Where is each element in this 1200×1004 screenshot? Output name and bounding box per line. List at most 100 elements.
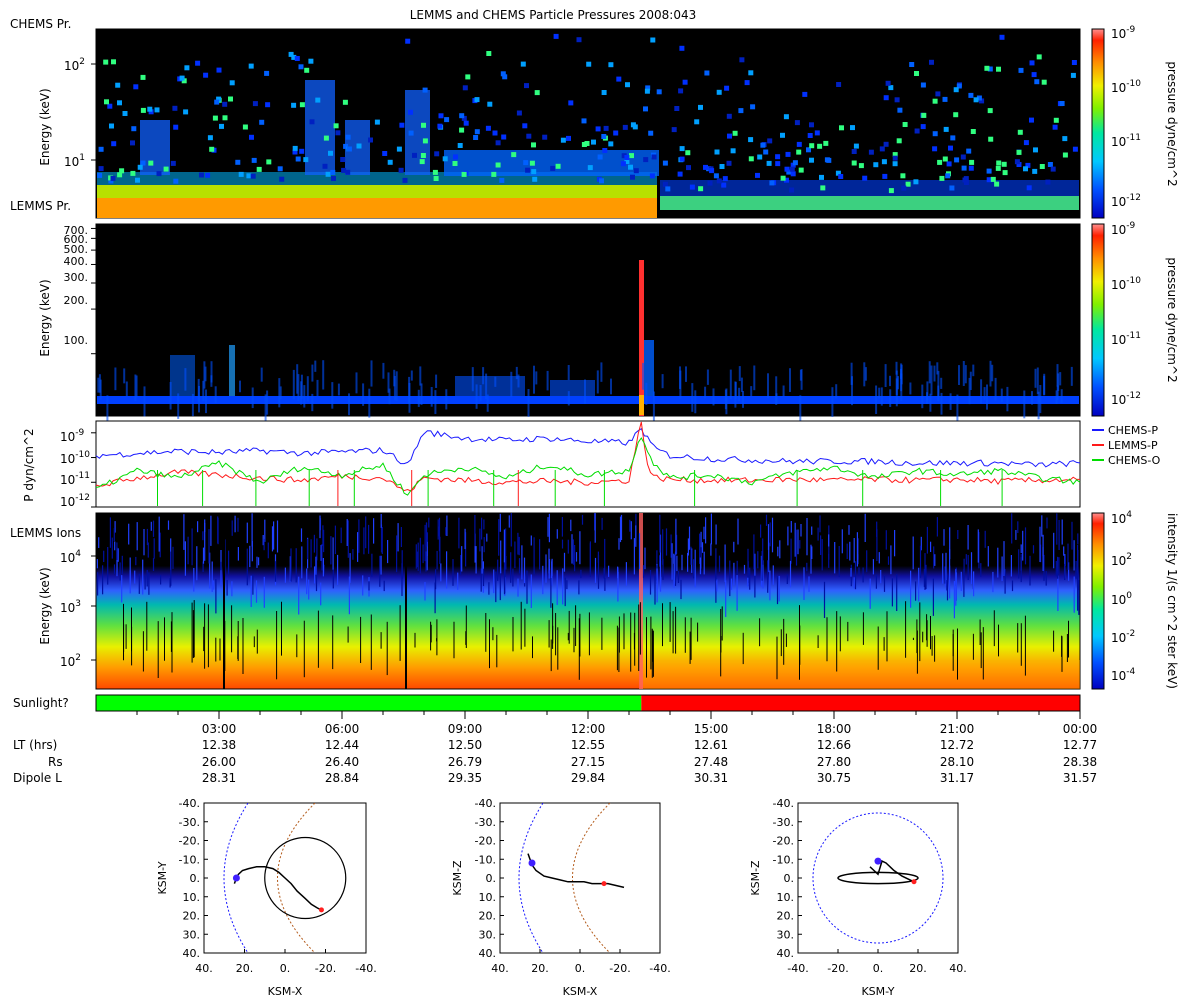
chems-speck [932, 98, 938, 104]
chems-speck [214, 99, 220, 105]
chems-speck [345, 169, 351, 175]
lemms-speck [1034, 368, 1037, 388]
lemms-speck [203, 361, 206, 389]
chems-speck [905, 181, 911, 187]
chems-speck [303, 157, 309, 163]
lemms-speck [177, 393, 180, 419]
chems-noise [97, 33, 1078, 194]
ions-ylabel: Energy (keV) [38, 567, 52, 644]
orbit-xy-axes: 40. 20. 0. -20. -40. -40. -30. -20. -10. 0. 10. 20.… [179, 797, 377, 975]
chems-speck [943, 126, 949, 132]
chems-panel-label: CHEMS Pr. [10, 17, 71, 31]
ions-cbar-tick: 104 [1111, 510, 1132, 526]
lemms-speck [1036, 367, 1039, 394]
chems-speck [835, 170, 841, 176]
chems-speck [292, 149, 298, 155]
chems-speck [823, 140, 829, 146]
chems-speck [603, 125, 609, 131]
lemms-speck [884, 364, 887, 387]
chems-speck [108, 178, 114, 184]
pressure-series [91, 421, 1081, 508]
lemms-speck [895, 378, 898, 407]
lemms-cbar-tick: 10-10 [1111, 276, 1141, 292]
lemms-speck [972, 364, 975, 377]
chems-speck [216, 96, 222, 102]
lemms-speck [535, 371, 538, 385]
chems-speck [679, 156, 685, 162]
chems-speck [809, 157, 814, 163]
chems-speck [222, 115, 228, 121]
chems-speck [1053, 117, 1059, 123]
lemms-speck [1000, 388, 1003, 403]
pressure-panel: P dyn/cm^2 10-9 10-10 10-11 10-12 CHEMS-… [22, 420, 1161, 509]
lemms-speck [546, 370, 549, 391]
chems-speck [1072, 146, 1078, 152]
chems-speck [107, 103, 113, 109]
chems-speck [130, 140, 135, 146]
ephem-value: 30.31 [694, 771, 728, 785]
chems-speck [807, 133, 813, 138]
lemms-speck [740, 377, 743, 392]
chems-speck [950, 135, 956, 141]
lemms-speck [956, 394, 959, 424]
chems-speck [1018, 67, 1024, 73]
lemms-speck [1059, 372, 1062, 386]
chems-speck [984, 65, 990, 71]
lemms-speck [114, 367, 117, 391]
chems-speck [422, 138, 428, 144]
chems-speck [584, 141, 590, 146]
chems-speck [784, 177, 789, 183]
lemms-speck [479, 385, 482, 402]
orbit-ytick-label: -20. [475, 835, 496, 848]
chems-speck [819, 174, 824, 180]
lemms-speck [355, 372, 358, 394]
chems-speck [730, 148, 736, 154]
lemms-activity-2 [550, 380, 595, 396]
chems-speck [814, 130, 820, 136]
chems-speck [111, 59, 116, 65]
time-tick-label: 00:00 [1063, 722, 1098, 736]
chems-speck [713, 173, 719, 179]
chems-speck [892, 152, 898, 158]
lemms-speck [897, 376, 899, 390]
lemms-speck [775, 376, 778, 405]
time-axis: LT (hrs) Rs Dipole L 03:00 12.38 26.00 28.3… [13, 711, 1097, 785]
lemms-speck [584, 379, 586, 404]
orbit-xy-plot: KSM-X KSM-Y 40. 20. 0. -20. -40. -40. -30. -20.… [156, 797, 377, 998]
lemms-speck [382, 362, 385, 379]
lemms-speck [921, 384, 924, 409]
lemms-activity-4 [229, 345, 235, 396]
ephem-row-label: LT (hrs) [13, 738, 57, 752]
lemms-speck [410, 370, 413, 381]
chems-speck [531, 142, 536, 148]
chems-speck [901, 185, 907, 191]
chems-speck [523, 160, 529, 166]
lemms-speck [1070, 366, 1073, 386]
orbit-ytick-label: -40. [475, 797, 496, 810]
chems-speck [685, 150, 691, 156]
lemms-cbar-label: pressure dyne/cm^2 [1165, 257, 1179, 382]
chems-speck [444, 117, 450, 123]
lemms-speck [303, 385, 306, 408]
chems-speck [744, 80, 750, 86]
chems-band-mid-pre [97, 185, 657, 198]
pressure-plot-area [95, 420, 1081, 508]
chems-speck [387, 159, 393, 165]
orbit-ytick-label: -40. [773, 797, 794, 810]
ephem-value: 28.84 [325, 771, 359, 785]
time-tick-label: 21:00 [940, 722, 975, 736]
chems-speck [888, 85, 894, 91]
chems-speck [322, 163, 328, 169]
chems-speck [474, 97, 480, 103]
chems-speck [769, 180, 775, 186]
chems-speck [207, 135, 213, 141]
time-tick-label: 18:00 [817, 722, 852, 736]
lemms-speck [991, 364, 994, 382]
chems-speck [677, 171, 683, 177]
chems-speck [597, 154, 603, 160]
chems-speck [181, 78, 187, 84]
lemms-speck [297, 374, 300, 401]
orbit-xy-track [232, 836, 347, 920]
chems-speck [920, 124, 926, 130]
chems-speck [932, 131, 938, 137]
